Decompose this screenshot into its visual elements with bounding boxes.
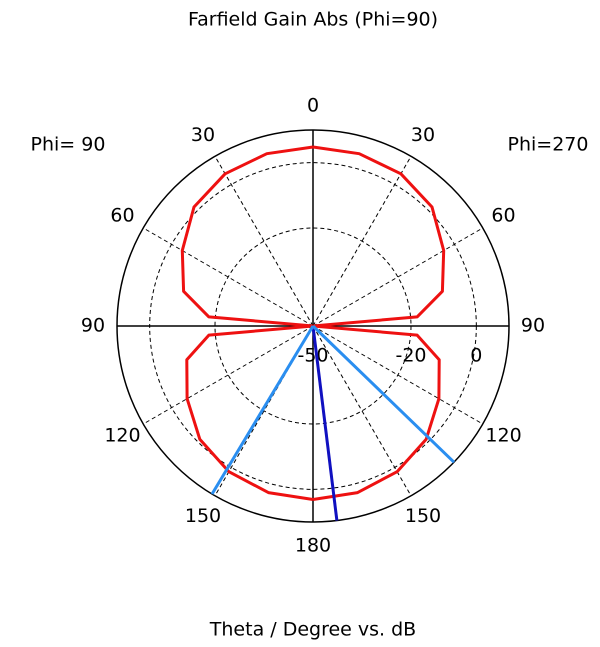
theta-tick-label: 30: [411, 124, 435, 146]
grid-spoke: [214, 156, 314, 327]
marker-line: [210, 325, 315, 495]
grid-spoke: [312, 325, 412, 496]
side-label: Phi= 90: [31, 134, 106, 156]
grid-spoke: [143, 325, 314, 425]
grid-spoke: [312, 325, 483, 425]
grid-spoke: [214, 325, 314, 496]
gain-curve: [180, 145, 315, 501]
marker-line: [311, 324, 456, 464]
grid-spoke: [312, 227, 483, 327]
grid-spoke: [143, 227, 314, 327]
theta-tick-label: 90: [81, 315, 105, 337]
theta-tick-label: 30: [191, 124, 215, 146]
side-label: Phi=270: [508, 134, 589, 156]
gain-curve: [311, 145, 446, 501]
theta-tick-label: 90: [521, 315, 545, 337]
theta-tick-label: 180: [295, 535, 331, 557]
theta-tick-label: 150: [405, 505, 441, 527]
theta-tick-label: 0: [307, 95, 319, 117]
theta-tick-label: 60: [491, 205, 515, 227]
marker-line: [311, 325, 339, 521]
grid-spoke: [312, 156, 412, 327]
chart-title: Farfield Gain Abs (Phi=90): [188, 9, 438, 31]
theta-tick-label: 150: [185, 505, 221, 527]
r-tick-label: 0: [470, 345, 482, 367]
theta-tick-label: 120: [104, 425, 140, 447]
theta-tick-label: 120: [485, 425, 521, 447]
r-tick-label: -20: [395, 345, 426, 367]
axis-label: Theta / Degree vs. dB: [209, 619, 416, 641]
theta-tick-label: 60: [110, 205, 134, 227]
